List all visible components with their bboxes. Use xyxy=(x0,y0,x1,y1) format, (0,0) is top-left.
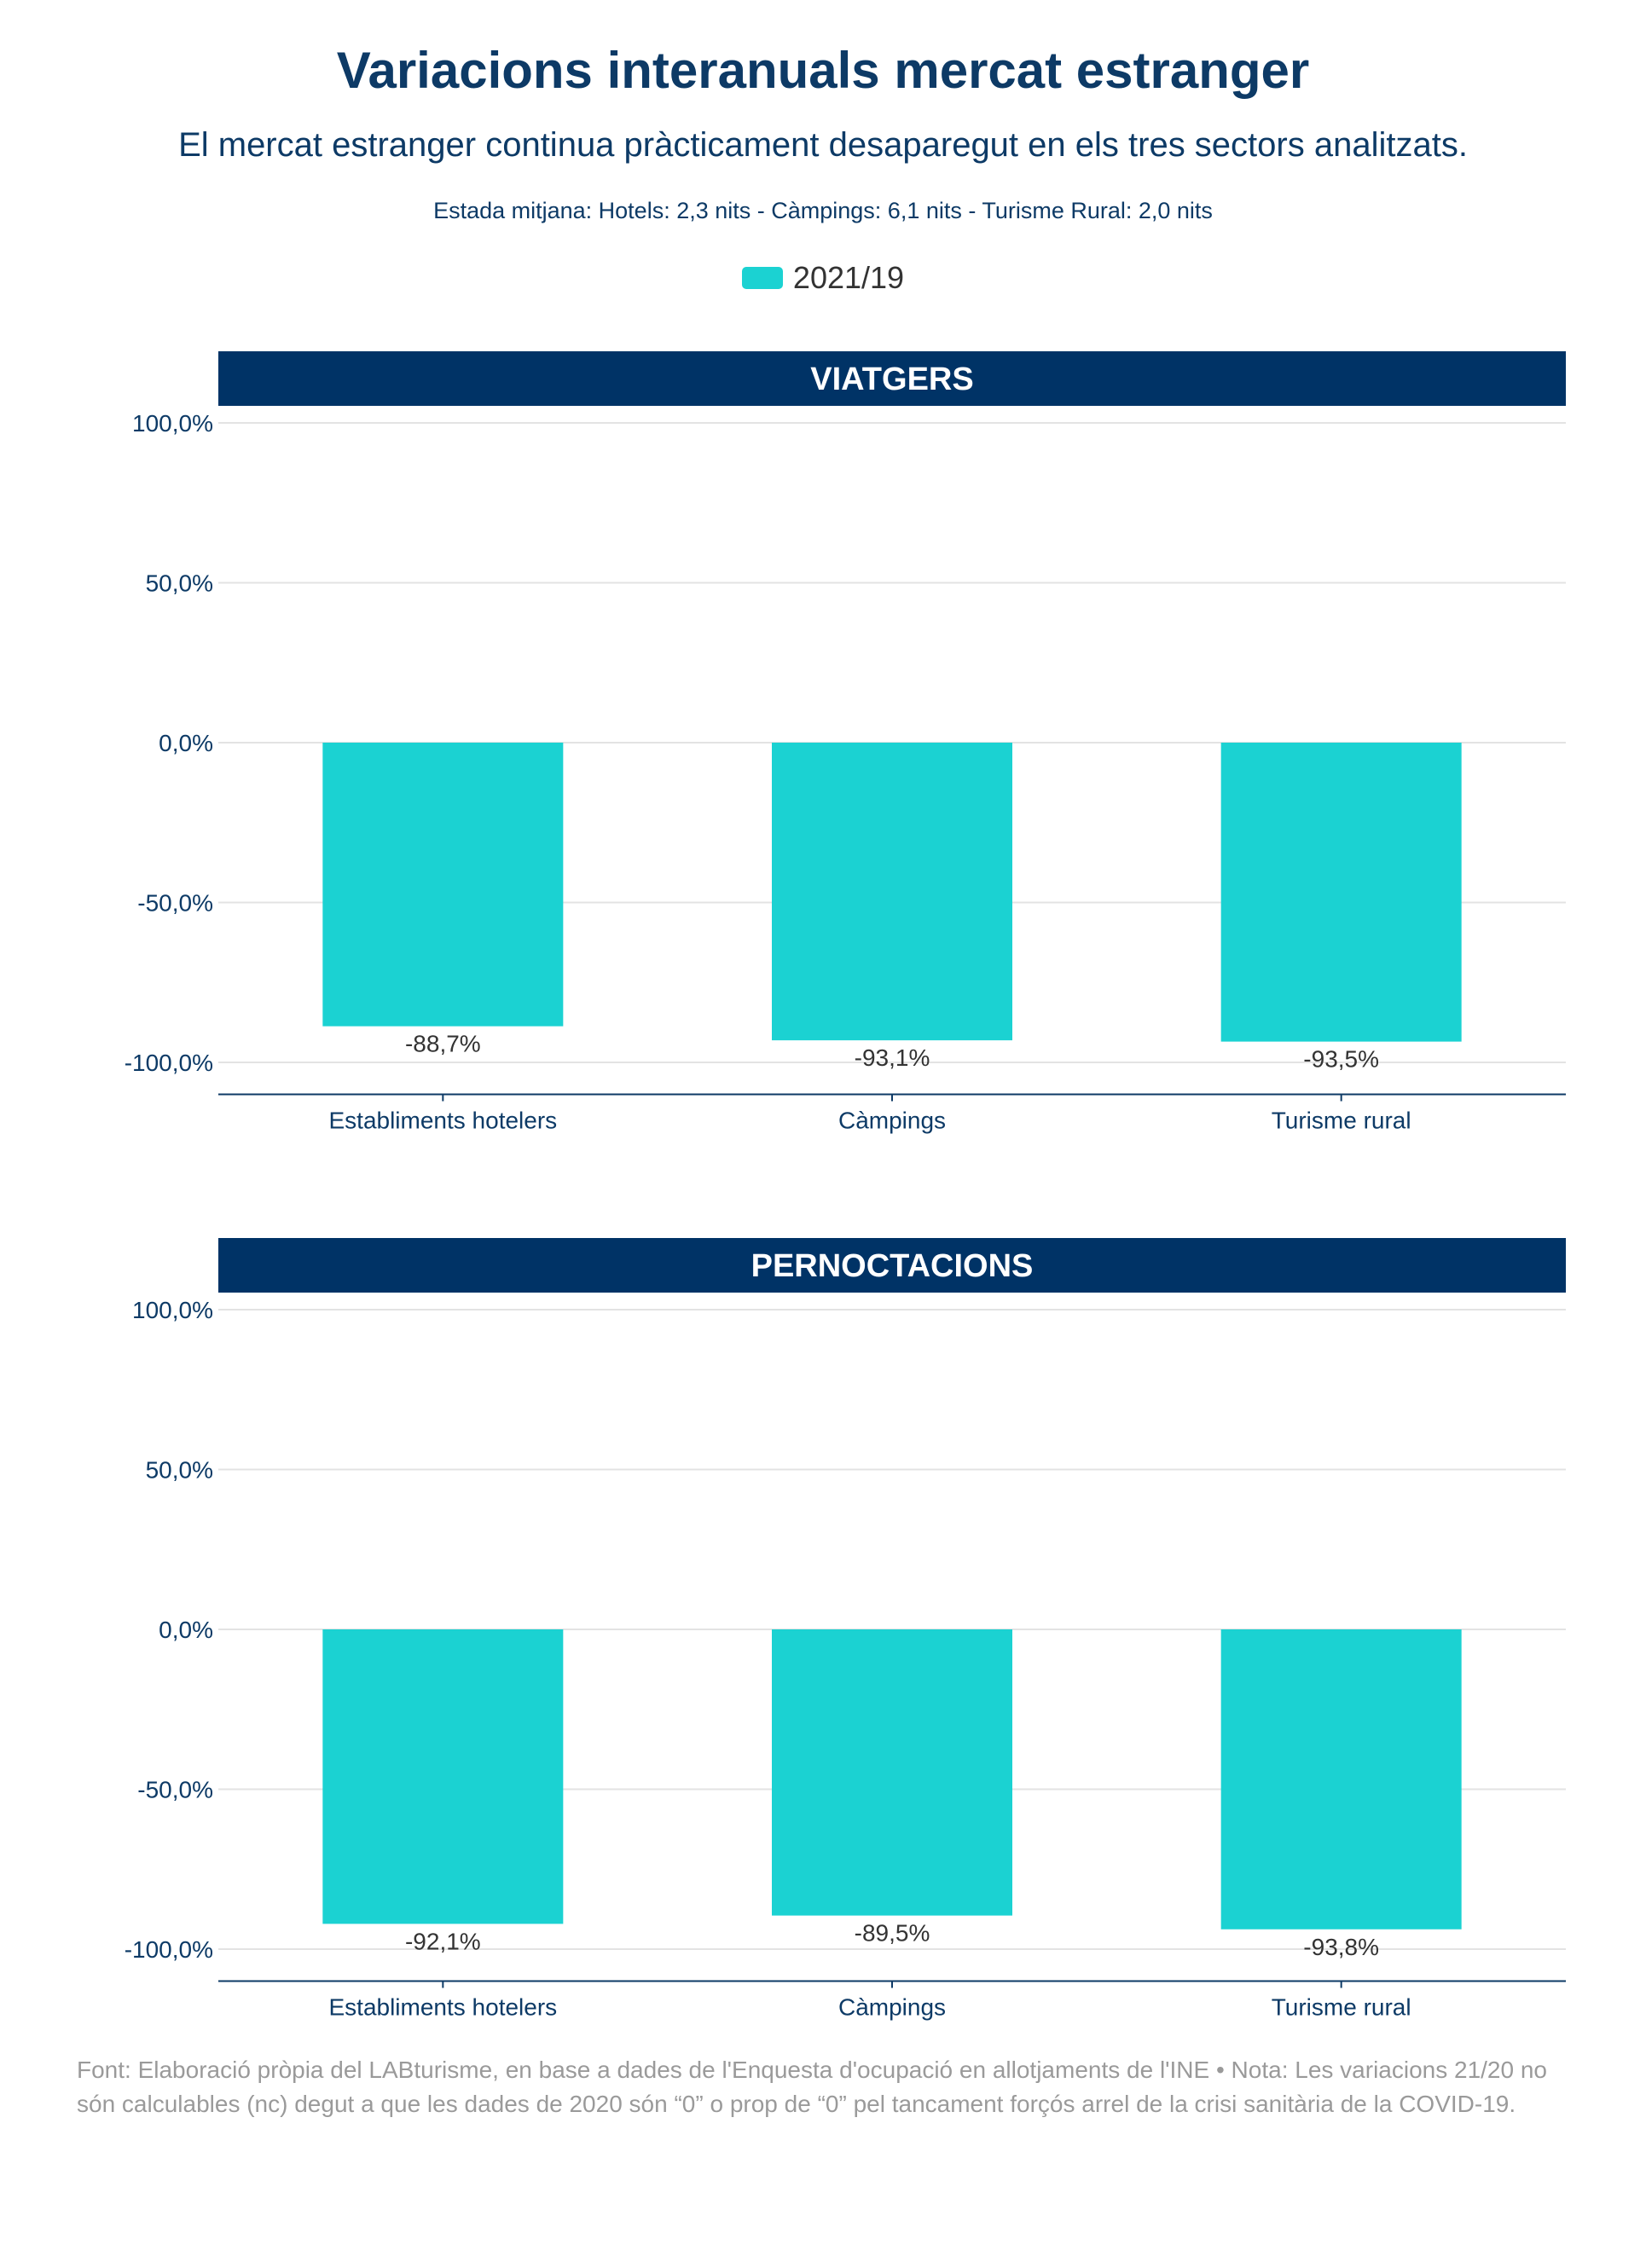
panel-header-band xyxy=(218,351,1566,406)
chart-pernoctacions: PERNOCTACIONS 100,0% 50,0% 0,0% -50,0% -100,0… xyxy=(125,1238,1566,2021)
data-label: -93,1% xyxy=(855,1044,930,1071)
legend-label: 2021/19 xyxy=(792,260,905,295)
legend: 2021/19 xyxy=(0,260,1646,296)
bar xyxy=(322,743,564,1027)
bar xyxy=(772,1629,1012,1916)
data-label: -93,5% xyxy=(1303,1046,1379,1073)
bar xyxy=(1220,1629,1462,1930)
data-label: -88,7% xyxy=(405,1031,481,1057)
data-label: -92,1% xyxy=(405,1928,481,1954)
x-tick-label: Càmpings xyxy=(838,1108,946,1134)
bar xyxy=(1220,743,1462,1042)
data-label: -93,8% xyxy=(1303,1934,1379,1960)
x-tick-label: Establiments hotelers xyxy=(328,1994,557,2021)
source-footer: Font: Elaboració pròpia del LABturisme, … xyxy=(77,2057,1547,2117)
y-tick-label: -50,0% xyxy=(137,890,213,917)
y-tick-label: 0,0% xyxy=(159,730,213,756)
x-tick-label: Establiments hotelers xyxy=(328,1108,557,1134)
panel-header-title: PERNOCTACIONS xyxy=(751,1248,1034,1284)
y-tick-label: -50,0% xyxy=(137,1777,213,1803)
x-tick-label: Turisme rural xyxy=(1272,1108,1411,1134)
y-tick-label: 50,0% xyxy=(146,1457,213,1484)
average-stay-note: Estada mitjana: Hotels: 2,3 nits - Càmpi… xyxy=(433,198,1213,223)
panel-header-title: VIATGERS xyxy=(810,362,973,397)
x-tick-label: Turisme rural xyxy=(1272,1994,1411,2021)
panel-header-band xyxy=(218,1238,1566,1293)
chart-subtitle: El mercat estranger continua pràcticamen… xyxy=(178,126,1468,164)
chart-title: Variacions interanuals mercat estranger xyxy=(336,42,1310,99)
legend-swatch xyxy=(741,267,783,289)
panel-pernoctacions: PERNOCTACIONS 100,0% 50,0% 0,0% -50,0% -100,0… xyxy=(0,1228,1646,2046)
y-tick-label: -100,0% xyxy=(125,1936,213,1963)
y-tick-label: 0,0% xyxy=(159,1617,213,1643)
bar xyxy=(322,1629,564,1924)
x-tick-label: Càmpings xyxy=(838,1994,946,2021)
y-tick-label: -100,0% xyxy=(125,1050,213,1076)
y-tick-label: 50,0% xyxy=(146,570,213,597)
bar xyxy=(772,743,1012,1041)
y-tick-label: 100,0% xyxy=(132,410,213,437)
y-tick-label: 100,0% xyxy=(132,1297,213,1323)
panel-viatgers: VIATGERS 100,0% 50,0% 0,0% -50,0% -100,0% -88,… xyxy=(0,341,1646,1160)
chart-viatgers: VIATGERS 100,0% 50,0% 0,0% -50,0% -100,0% -88,… xyxy=(125,351,1566,1134)
data-label: -89,5% xyxy=(855,1920,930,1947)
